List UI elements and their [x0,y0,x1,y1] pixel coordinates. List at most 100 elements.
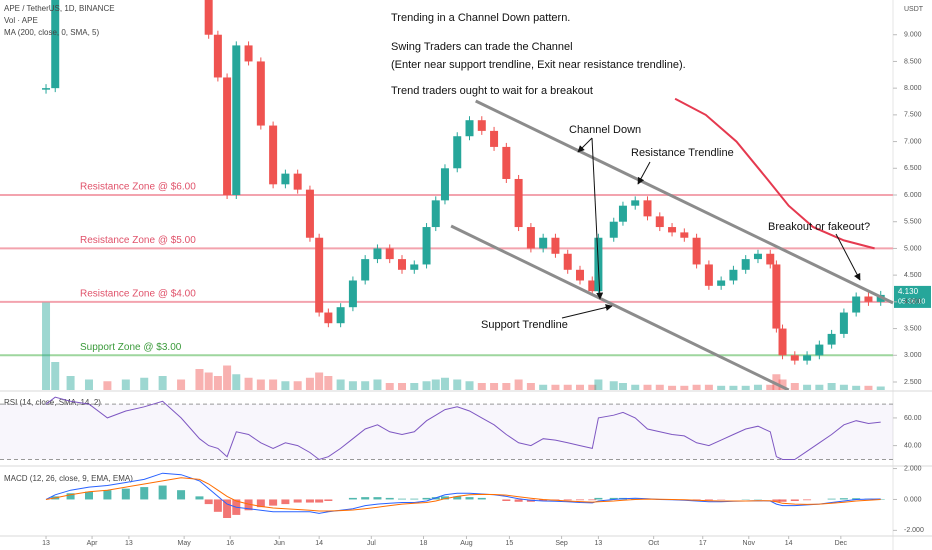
macd-histogram [588,499,597,501]
volume-bar [766,384,775,390]
macd-histogram [269,499,278,506]
candle [453,136,462,169]
volume-bar [563,384,572,390]
candle [373,248,382,260]
volume-bar [668,385,677,390]
arrow [637,161,651,185]
volume-bar [51,362,60,390]
x-tick-label: Nov [743,540,756,547]
volume-bar [588,384,597,390]
macd-histogram [772,499,781,502]
candle [324,312,333,324]
volume-bar [741,385,750,390]
x-tick-label: Oct [648,540,659,547]
candle [440,168,449,201]
macd-histogram [305,499,314,503]
macd-histogram [361,497,370,500]
macd-histogram [256,499,265,508]
arrow [577,137,593,153]
countdown: 05:36:10 [898,299,925,306]
macd-histogram [281,499,290,505]
macd-histogram [293,499,302,503]
candle [431,200,440,228]
price-label: 4.130 [898,287,919,296]
candle [514,178,523,228]
y-tick-label: 4.500 [904,272,922,279]
candle [256,61,265,126]
candle [753,253,762,260]
macd-histogram [563,499,572,501]
macd-histogram [465,497,474,500]
candle [790,355,799,361]
candle [563,253,572,270]
zone-label: Resistance Zone @ $4.00 [80,288,196,299]
candle [51,0,60,89]
macd-tick-label: -2.000 [904,527,924,534]
y-tick-label: 8.500 [904,58,922,65]
macd-histogram [103,490,112,500]
volume-bar [373,379,382,390]
candle [551,237,560,254]
volume-bar [315,372,324,390]
x-tick-label: Dec [835,540,848,547]
volume-bar [256,379,265,390]
x-tick-label: 13 [595,540,603,547]
volume-bar [539,384,548,390]
candle [502,146,511,179]
x-tick-label: Jul [367,540,376,547]
candle [609,221,618,238]
annotation: Resistance Trendline [631,147,734,159]
volume-bar [502,383,511,390]
x-tick-label: Sep [555,540,568,547]
volume-bar [269,379,278,390]
x-tick-label: Jun [274,540,285,547]
candle [827,333,836,345]
candle [385,248,394,260]
x-tick-label: 13 [42,540,50,547]
volume-bar [195,369,204,390]
volume-bar [177,379,186,390]
candle [692,237,701,265]
y-tick-label: 6.000 [904,192,922,199]
annotation: Trending in a Channel Down pattern. [391,12,570,24]
volume-bar [410,383,419,390]
macd-histogram [66,493,75,500]
candle [410,264,419,270]
candle [281,173,290,185]
candle [42,88,51,90]
volume-bar [839,384,848,390]
candle [704,264,713,286]
moving-average [674,97,875,250]
macd-histogram [790,499,799,501]
x-tick-label: 15 [506,540,514,547]
price-pane [0,0,893,390]
volume-bar [422,381,431,390]
volume-bar [692,384,701,390]
volume-bar [385,383,394,390]
trendline [450,224,790,390]
candle [315,237,324,313]
y-tick-label: 3.500 [904,325,922,332]
candle [618,205,627,222]
volume-bar [655,384,664,390]
volume-bar [42,302,51,390]
volume-bar [140,377,149,390]
rsi-band [0,404,893,460]
volume-bar [293,381,302,390]
candle [741,259,750,270]
arrow [835,233,861,281]
macd-histogram [385,497,394,500]
y-tick-label: 8.000 [904,85,922,92]
volume-bar [465,381,474,390]
volume-bar [453,379,462,390]
macd-histogram [827,498,836,500]
volume-bar [204,372,213,390]
macd-histogram [453,496,462,500]
macd-histogram [373,497,382,500]
indicator-label: Vol · APE [4,16,38,25]
candle [490,130,499,147]
annotation: Channel Down [569,124,641,136]
annotation: Swing Traders can trade the Channel [391,41,573,53]
trendline [475,99,893,305]
